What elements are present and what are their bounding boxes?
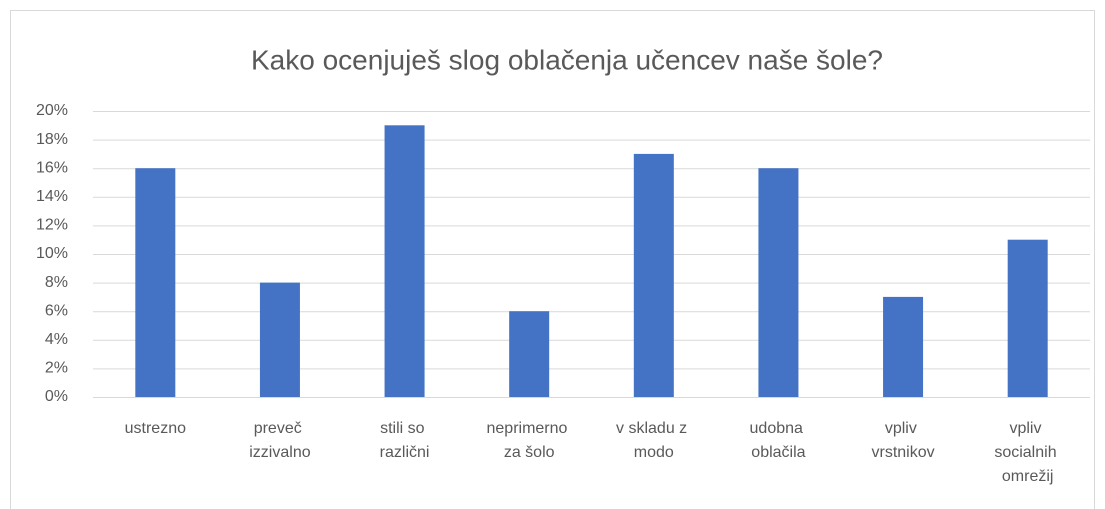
chart-title: Kako ocenjuješ slog oblačenja učencev na… (251, 44, 883, 75)
y-tick-label: 8% (45, 274, 68, 291)
bar (883, 296, 924, 397)
bar (633, 153, 674, 397)
bar (384, 125, 425, 398)
x-tick-label: stili so različni (380, 420, 430, 461)
x-tick-label: ustrezno (125, 420, 186, 437)
y-tick-label: 2% (45, 360, 68, 377)
y-tick-label: 6% (45, 302, 68, 319)
y-tick-label: 14% (36, 188, 68, 205)
x-tick-label: preveč izzivalno (249, 420, 310, 461)
y-tick-label: 16% (36, 159, 68, 176)
x-tick-label: vpliv vrstnikov (872, 420, 935, 461)
x-tick-label: v skladu z modo (616, 420, 692, 461)
bar (1007, 239, 1048, 397)
y-tick-label: 10% (36, 245, 68, 262)
bar (135, 168, 176, 397)
x-tick-label: udobna oblačila (750, 420, 808, 461)
y-tick-label: 0% (45, 388, 68, 405)
x-tick-label: neprimerno za šolo (487, 420, 572, 461)
y-tick-label: 20% (36, 102, 68, 119)
y-tick-label: 18% (36, 131, 68, 148)
chart-border (10, 10, 1095, 509)
y-tick-label: 12% (36, 217, 68, 234)
x-tick-label: vpliv socialnih omrežij (994, 420, 1061, 485)
bar (259, 282, 300, 397)
y-tick-label: 4% (45, 331, 68, 348)
bar (509, 311, 550, 397)
bar (758, 168, 799, 397)
